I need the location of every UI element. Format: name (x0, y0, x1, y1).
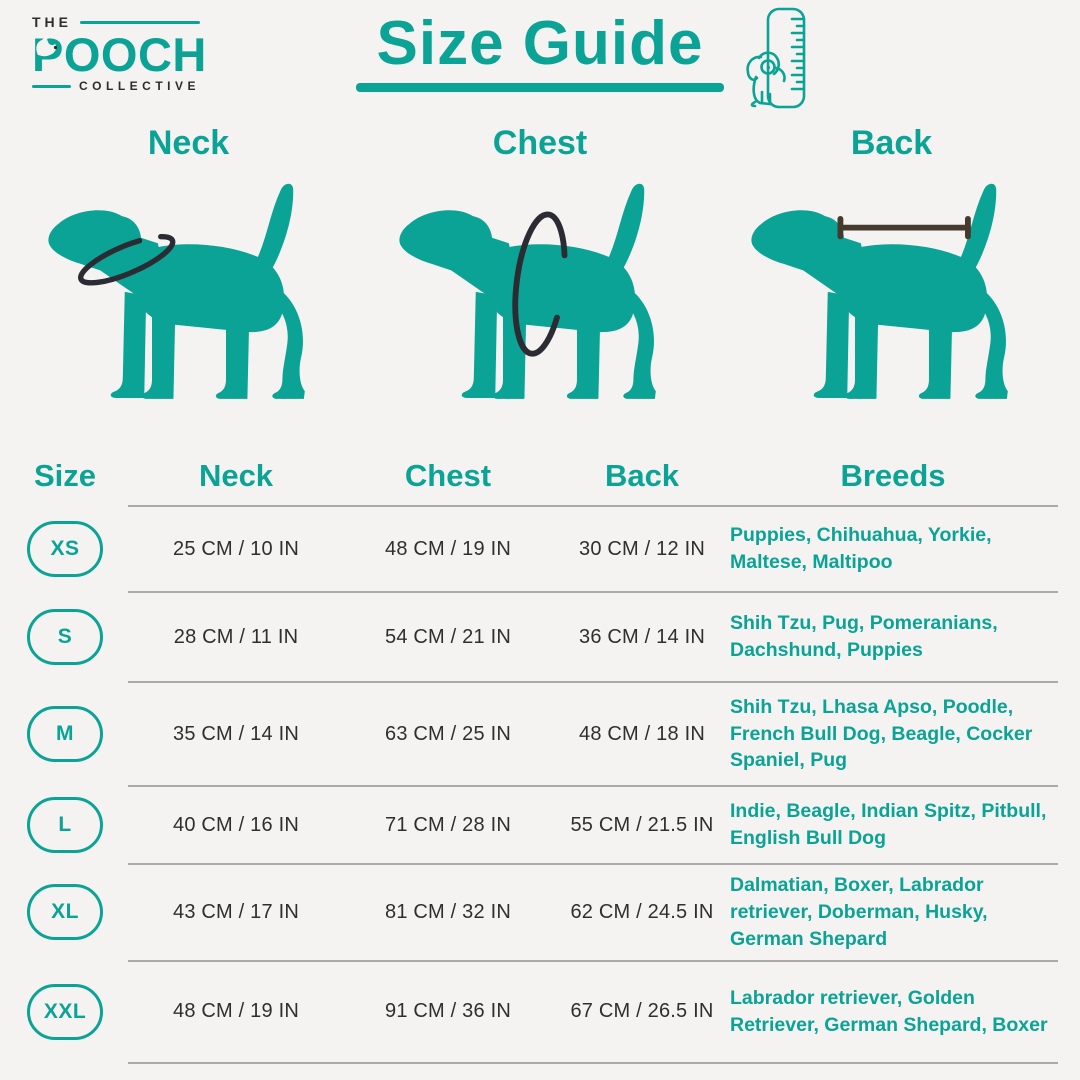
size-badge-xs: XS (27, 521, 103, 577)
table-row-m: M 35 CM / 14 IN 63 CM / 25 IN 48 CM / 18… (0, 682, 1080, 787)
s-chest-value: 54 CM / 21 IN (385, 625, 511, 648)
dog-silhouette-back (746, 165, 1038, 409)
size-table: Size Neck Chest Back Breeds XS 25 CM / 1… (0, 438, 1080, 1064)
diagram-neck-label: Neck (147, 124, 230, 162)
dog-head-in-p-icon (36, 37, 58, 57)
l-back-value: 55 CM / 21.5 IN (570, 813, 714, 836)
xs-breeds: Puppies, Chihuahua, Yorkie, Maltese, Mal… (730, 524, 992, 573)
xs-chest-value: 48 CM / 19 IN (385, 537, 511, 560)
xs-back-value: 30 CM / 12 IN (579, 537, 705, 560)
table-row-s: S 28 CM / 11 IN 54 CM / 21 IN 36 CM / 14… (0, 592, 1080, 683)
logo-bottom-rule (32, 84, 71, 88)
neck-collar-marker (77, 233, 175, 286)
xs-neck-value: 25 CM / 10 IN (173, 537, 299, 560)
table-row-xxl: XXL 48 CM / 19 IN 91 CM / 36 IN 67 CM / … (0, 961, 1080, 1064)
header-size: Size (33, 458, 97, 493)
header-back: Back (604, 458, 680, 493)
logo-name: POOCH (32, 30, 206, 79)
xxl-chest-value: 91 CM / 36 IN (385, 1000, 511, 1023)
header-neck: Neck (198, 458, 274, 493)
s-breeds: Shih Tzu, Pug, Pomeranians, Dachshund, P… (730, 612, 998, 661)
diagram-back-label: Back (850, 124, 933, 162)
m-breeds: Shih Tzu, Lhasa Apso, Poodle, French Bul… (730, 695, 1033, 772)
xl-neck-value: 43 CM / 17 IN (173, 900, 299, 923)
s-back-value: 36 CM / 14 IN (579, 625, 705, 648)
diagram-back: Back (739, 124, 1044, 409)
l-neck-value: 40 CM / 16 IN (173, 813, 299, 836)
measurement-diagrams: Neck Chest Back (0, 124, 1080, 409)
size-badge-xxl: XXL (26, 983, 104, 1040)
xl-breeds: Dalmatian, Boxer, Labrador retriever, Do… (730, 874, 988, 950)
logo-collective-text: COLLECTIVE (78, 79, 200, 94)
xl-back-value: 62 CM / 24.5 IN (570, 900, 714, 923)
xl-chest-value: 81 CM / 32 IN (385, 900, 511, 923)
m-neck-value: 35 CM / 14 IN (173, 722, 299, 745)
xxl-neck-value: 48 CM / 19 IN (173, 1000, 299, 1023)
page-title: Size Guide (376, 9, 704, 78)
brand-logo: THE POOCH COLLECTIVE (32, 14, 206, 94)
logo-the-text: THE (32, 14, 72, 30)
s-neck-value: 28 CM / 11 IN (173, 625, 299, 648)
dog-with-ruler-icon (746, 7, 806, 109)
table-header-row: Size Neck Chest Back Breeds (0, 438, 1080, 507)
back-length-marker (836, 215, 971, 240)
dog-silhouette-neck (43, 165, 335, 409)
chest-girth-marker (512, 211, 568, 357)
table-row-xs: XS 25 CM / 10 IN 48 CM / 19 IN 30 CM / 1… (0, 506, 1080, 593)
title-underline (356, 83, 724, 92)
header-breeds: Breeds (840, 458, 946, 493)
xxl-breeds: Labrador retriever, Golden Retriever, Ge… (730, 986, 1048, 1036)
size-badge-m: M (27, 706, 103, 762)
diagram-chest-label: Chest (492, 124, 588, 162)
diagram-chest: Chest (388, 124, 693, 409)
size-badge-xl: XL (27, 884, 103, 941)
m-back-value: 48 CM / 18 IN (579, 722, 705, 745)
table-row-l: L 40 CM / 16 IN 71 CM / 28 IN 55 CM / 21… (0, 786, 1080, 865)
m-chest-value: 63 CM / 25 IN (385, 722, 511, 745)
logo-top-rule (80, 20, 200, 24)
diagram-neck: Neck (36, 124, 341, 409)
xxl-back-value: 67 CM / 26.5 IN (570, 1000, 714, 1023)
dog-silhouette-chest (394, 165, 686, 409)
size-badge-s: S (27, 609, 103, 665)
l-chest-value: 71 CM / 28 IN (385, 813, 511, 836)
logo-name-text: POOCH (32, 28, 207, 81)
page-header: THE POOCH COLLECTIVE Size Guide (0, 0, 1080, 122)
header-chest: Chest (404, 458, 492, 493)
l-breeds: Indie, Beagle, Indian Spitz, Pitbull, En… (730, 800, 1047, 849)
size-badge-l: L (27, 797, 103, 853)
table-row-xl: XL 43 CM / 17 IN 81 CM / 32 IN 62 CM / 2… (0, 864, 1080, 962)
